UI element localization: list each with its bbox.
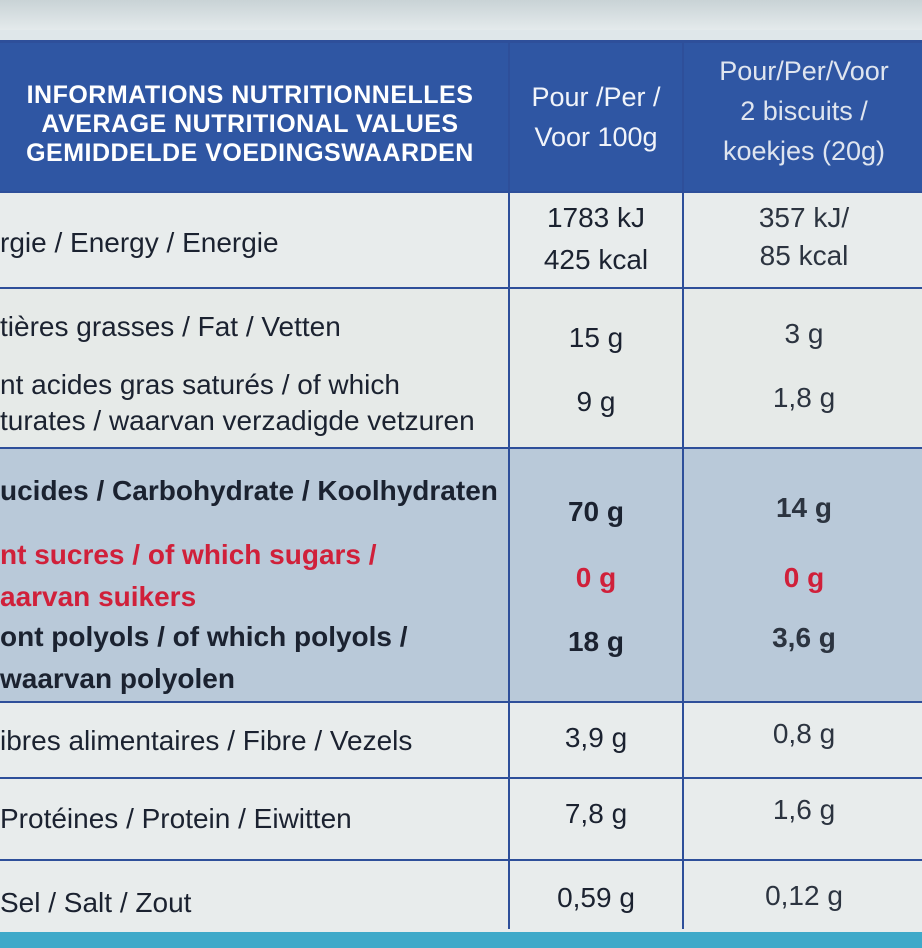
polyols-label-line1: ont polyols / of which polyols /	[0, 621, 408, 652]
fat-portion: 3 g	[784, 318, 824, 349]
header-title: INFORMATIONS NUTRITIONNELLES AVERAGE NUT…	[0, 81, 500, 168]
column-divider-2	[682, 43, 684, 929]
header-per-portion-line2: 2 biscuits /	[740, 96, 868, 126]
fat-label: tières grasses / Fat / Vetten	[0, 311, 341, 342]
header-per-portion: Pour/Per/Voor 2 biscuits / koekjes (20g)	[686, 51, 922, 171]
fat-per100: 15 g	[568, 322, 624, 353]
energy-per100-kcal: 425 kcal	[543, 244, 649, 275]
protein-label: Protéines / Protein / Eiwitten	[0, 803, 352, 834]
header-per-100g: Pour /Per / Voor 100g	[512, 77, 680, 157]
polyols-label-line2: waarvan polyolen	[0, 663, 235, 694]
energy-label: rgie / Energy / Energie	[0, 227, 279, 258]
table-row-salt: Sel / Salt / Zout 0,59 g 0,12 g	[0, 859, 922, 935]
header-title-en: AVERAGE NUTRITIONAL VALUES	[41, 110, 459, 138]
carbohydrate-label: ucides / Carbohydrate / Koolhydraten	[0, 475, 498, 506]
energy-per100-kj: 1783 kJ	[546, 202, 646, 233]
header-per-100g-line2: Voor 100g	[534, 122, 658, 152]
salt-per100: 0,59 g	[557, 882, 635, 913]
header-per-portion-line1: Pour/Per/Voor	[719, 56, 889, 86]
package-edge-bottom	[0, 932, 922, 948]
table-row-protein: Protéines / Protein / Eiwitten 7,8 g 1,6…	[0, 777, 922, 859]
fibre-portion: 0,8 g	[772, 718, 836, 749]
table-row-fibre: ibres alimentaires / Fibre / Vezels 3,9 …	[0, 701, 922, 777]
table-row-carbohydrate: ucides / Carbohydrate / Koolhydraten 70 …	[0, 447, 922, 701]
saturates-label-line1: nt acides gras saturés / of which	[0, 369, 400, 400]
protein-per100: 7,8 g	[564, 798, 628, 829]
sugars-label-line1: nt sucres / of which sugars /	[0, 539, 377, 570]
protein-portion: 1,6 g	[772, 794, 836, 825]
sugars-per100: 0 g	[575, 562, 617, 593]
header-per-portion-line3: koekjes (20g)	[722, 136, 886, 166]
salt-label: Sel / Salt / Zout	[0, 887, 192, 918]
table-header-row: INFORMATIONS NUTRITIONNELLES AVERAGE NUT…	[0, 43, 922, 191]
sugars-label-line2: aarvan suikers	[0, 581, 197, 612]
polyols-portion: 3,6 g	[772, 622, 836, 653]
carbohydrate-portion: 14 g	[775, 492, 833, 523]
sugars-portion: 0 g	[783, 562, 825, 593]
table-row-fat: tières grasses / Fat / Vetten 15 g 3 g n…	[0, 287, 922, 447]
saturates-portion: 1,8 g	[772, 382, 836, 413]
saturates-per100: 9 g	[576, 386, 616, 417]
fibre-per100: 3,9 g	[564, 722, 628, 753]
energy-portion-kj: 357 kJ/	[758, 202, 850, 233]
column-divider-1	[508, 43, 510, 929]
header-per-100g-line1: Pour /Per /	[531, 82, 661, 112]
header-title-fr: INFORMATIONS NUTRITIONNELLES	[26, 81, 474, 109]
nutrition-table: INFORMATIONS NUTRITIONNELLES AVERAGE NUT…	[0, 40, 922, 935]
saturates-label-line2: turates / waarvan verzadigde vetzuren	[0, 405, 475, 436]
salt-portion: 0,12 g	[765, 880, 843, 911]
polyols-per100: 18 g	[567, 626, 625, 657]
table-row-energy: rgie / Energy / Energie 1783 kJ 425 kcal…	[0, 191, 922, 287]
fibre-label: ibres alimentaires / Fibre / Vezels	[0, 725, 413, 756]
carbohydrate-per100: 70 g	[567, 496, 625, 527]
header-title-nl: GEMIDDELDE VOEDINGSWAARDEN	[26, 139, 474, 167]
package-edge-top	[0, 0, 922, 30]
energy-portion-kcal: 85 kcal	[759, 240, 849, 271]
